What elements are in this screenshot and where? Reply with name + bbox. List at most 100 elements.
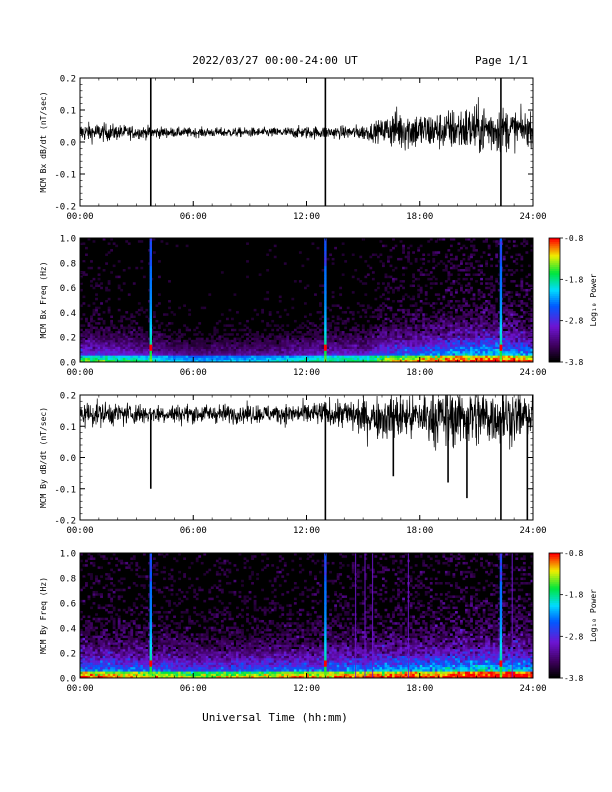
spectrogram-cell xyxy=(95,644,98,648)
spectrogram-cell xyxy=(170,339,174,343)
spectrogram-cell xyxy=(520,286,524,290)
spectrogram-cell xyxy=(112,335,116,338)
spectrogram-cell xyxy=(477,339,481,343)
spectrogram-cell xyxy=(344,357,348,361)
spectrogram-cell xyxy=(125,240,129,243)
spectrogram-cell xyxy=(502,335,506,338)
spectrogram-cell xyxy=(525,240,529,243)
spectrogram-cell xyxy=(515,257,519,261)
spectrogram-cell xyxy=(241,342,244,345)
spectrogram-cell xyxy=(110,642,114,645)
spectrogram-cell xyxy=(122,660,126,663)
spectrogram-cell xyxy=(392,344,395,347)
spectrogram-cell xyxy=(512,355,516,358)
bright-line-segment xyxy=(324,312,327,316)
bright-line-segment xyxy=(499,284,503,288)
spectrogram-cell xyxy=(371,344,375,347)
spectrogram-cell xyxy=(115,644,119,648)
spectrogram-cell xyxy=(117,333,121,336)
spectrogram-cell xyxy=(457,357,461,361)
spectrogram-cell xyxy=(454,353,458,356)
spectrogram-cell xyxy=(477,291,481,294)
spectrogram-cell xyxy=(437,344,441,347)
spectrogram-cell xyxy=(291,331,295,334)
spectrogram-cell xyxy=(246,355,249,358)
spectrogram-cell xyxy=(140,346,144,350)
spectrogram-cell xyxy=(432,322,436,325)
spectrogram-cell xyxy=(329,346,332,350)
spectrogram-cell xyxy=(268,355,272,358)
spectrogram-cell xyxy=(135,322,139,325)
spectrogram-cell xyxy=(102,557,106,560)
spectrogram-cell xyxy=(351,353,355,356)
spectrogram-cell xyxy=(409,326,413,330)
spectrogram-cell xyxy=(105,669,108,672)
spectrogram-cell xyxy=(158,346,161,350)
spectrogram-cell xyxy=(364,333,368,336)
spectrogram-cell xyxy=(475,339,478,343)
spectrogram-cell xyxy=(351,342,355,345)
spectrogram-cell xyxy=(422,315,426,319)
spectrogram-cell xyxy=(424,344,428,347)
spectrogram-cell xyxy=(112,671,116,674)
spectrogram-cell xyxy=(462,300,466,303)
spectrogram-cell xyxy=(309,342,312,345)
spectrogram-cell xyxy=(470,277,473,281)
spectrogram-cell xyxy=(105,335,108,338)
spectrogram-cell xyxy=(442,311,446,314)
spectrogram-cell xyxy=(110,657,114,661)
spectrogram-cell xyxy=(331,346,335,350)
spectrogram-cell xyxy=(117,642,121,645)
spectrogram-cell xyxy=(507,331,511,334)
spectrogram-cell xyxy=(497,333,501,336)
spectrogram-cell xyxy=(329,322,332,325)
spectrogram-cell xyxy=(472,331,476,334)
spectrogram-cell xyxy=(215,350,219,354)
colorbar-frame xyxy=(548,237,561,363)
spectrogram-cell xyxy=(127,673,131,677)
spectrogram-cell xyxy=(384,357,388,361)
spectrogram-cell xyxy=(480,271,483,274)
spectrogram-cell xyxy=(90,331,93,334)
spectrogram-cell xyxy=(359,359,363,363)
spectrogram-cell xyxy=(120,628,124,632)
spectrogram-cell xyxy=(248,328,252,332)
spectrogram-cell xyxy=(482,359,486,363)
spectrogram-cell xyxy=(389,275,393,279)
bright-line-segment xyxy=(324,275,327,279)
spectrogram-cell xyxy=(95,655,98,659)
spectrogram-cell xyxy=(288,346,292,350)
bright-line-segment xyxy=(324,303,327,307)
spectrogram-cell xyxy=(364,275,368,279)
spectrogram-cell xyxy=(447,324,451,327)
spectrogram-cell xyxy=(356,277,360,281)
spectrogram-cell xyxy=(137,240,141,243)
spectrogram-cell xyxy=(472,353,476,356)
spectrogram-cell xyxy=(132,555,136,558)
spectrogram-cell xyxy=(346,357,350,361)
spectrogram-cell xyxy=(185,348,189,352)
spectrogram-cell xyxy=(316,331,320,334)
spectrogram-cell xyxy=(480,295,483,299)
x-tick-label: 12:00 xyxy=(293,368,320,378)
spectrogram-cell xyxy=(271,339,275,343)
spectrogram-cell xyxy=(288,359,292,363)
spectrogram-cell xyxy=(502,319,506,323)
spectrogram-cell xyxy=(439,326,443,330)
spectrogram-cell xyxy=(417,293,421,296)
spectrogram-cell xyxy=(434,322,438,325)
spectrogram-cell xyxy=(422,313,426,316)
spectrogram-cell xyxy=(225,350,229,354)
spectrogram-cell xyxy=(427,322,431,325)
spectrogram-cell xyxy=(117,640,121,643)
spectrogram-cell xyxy=(452,304,456,307)
spectrogram-cell xyxy=(92,355,96,358)
spectrogram-cell xyxy=(517,355,521,358)
spectrogram-cell xyxy=(387,297,390,301)
spectrogram-cell xyxy=(510,337,514,341)
spectrogram-cell xyxy=(145,344,149,347)
spectrogram-cell xyxy=(422,335,426,338)
spectrogram-cell xyxy=(399,284,403,288)
spectrogram-cell xyxy=(376,315,380,319)
spectrogram-cell xyxy=(90,669,93,672)
